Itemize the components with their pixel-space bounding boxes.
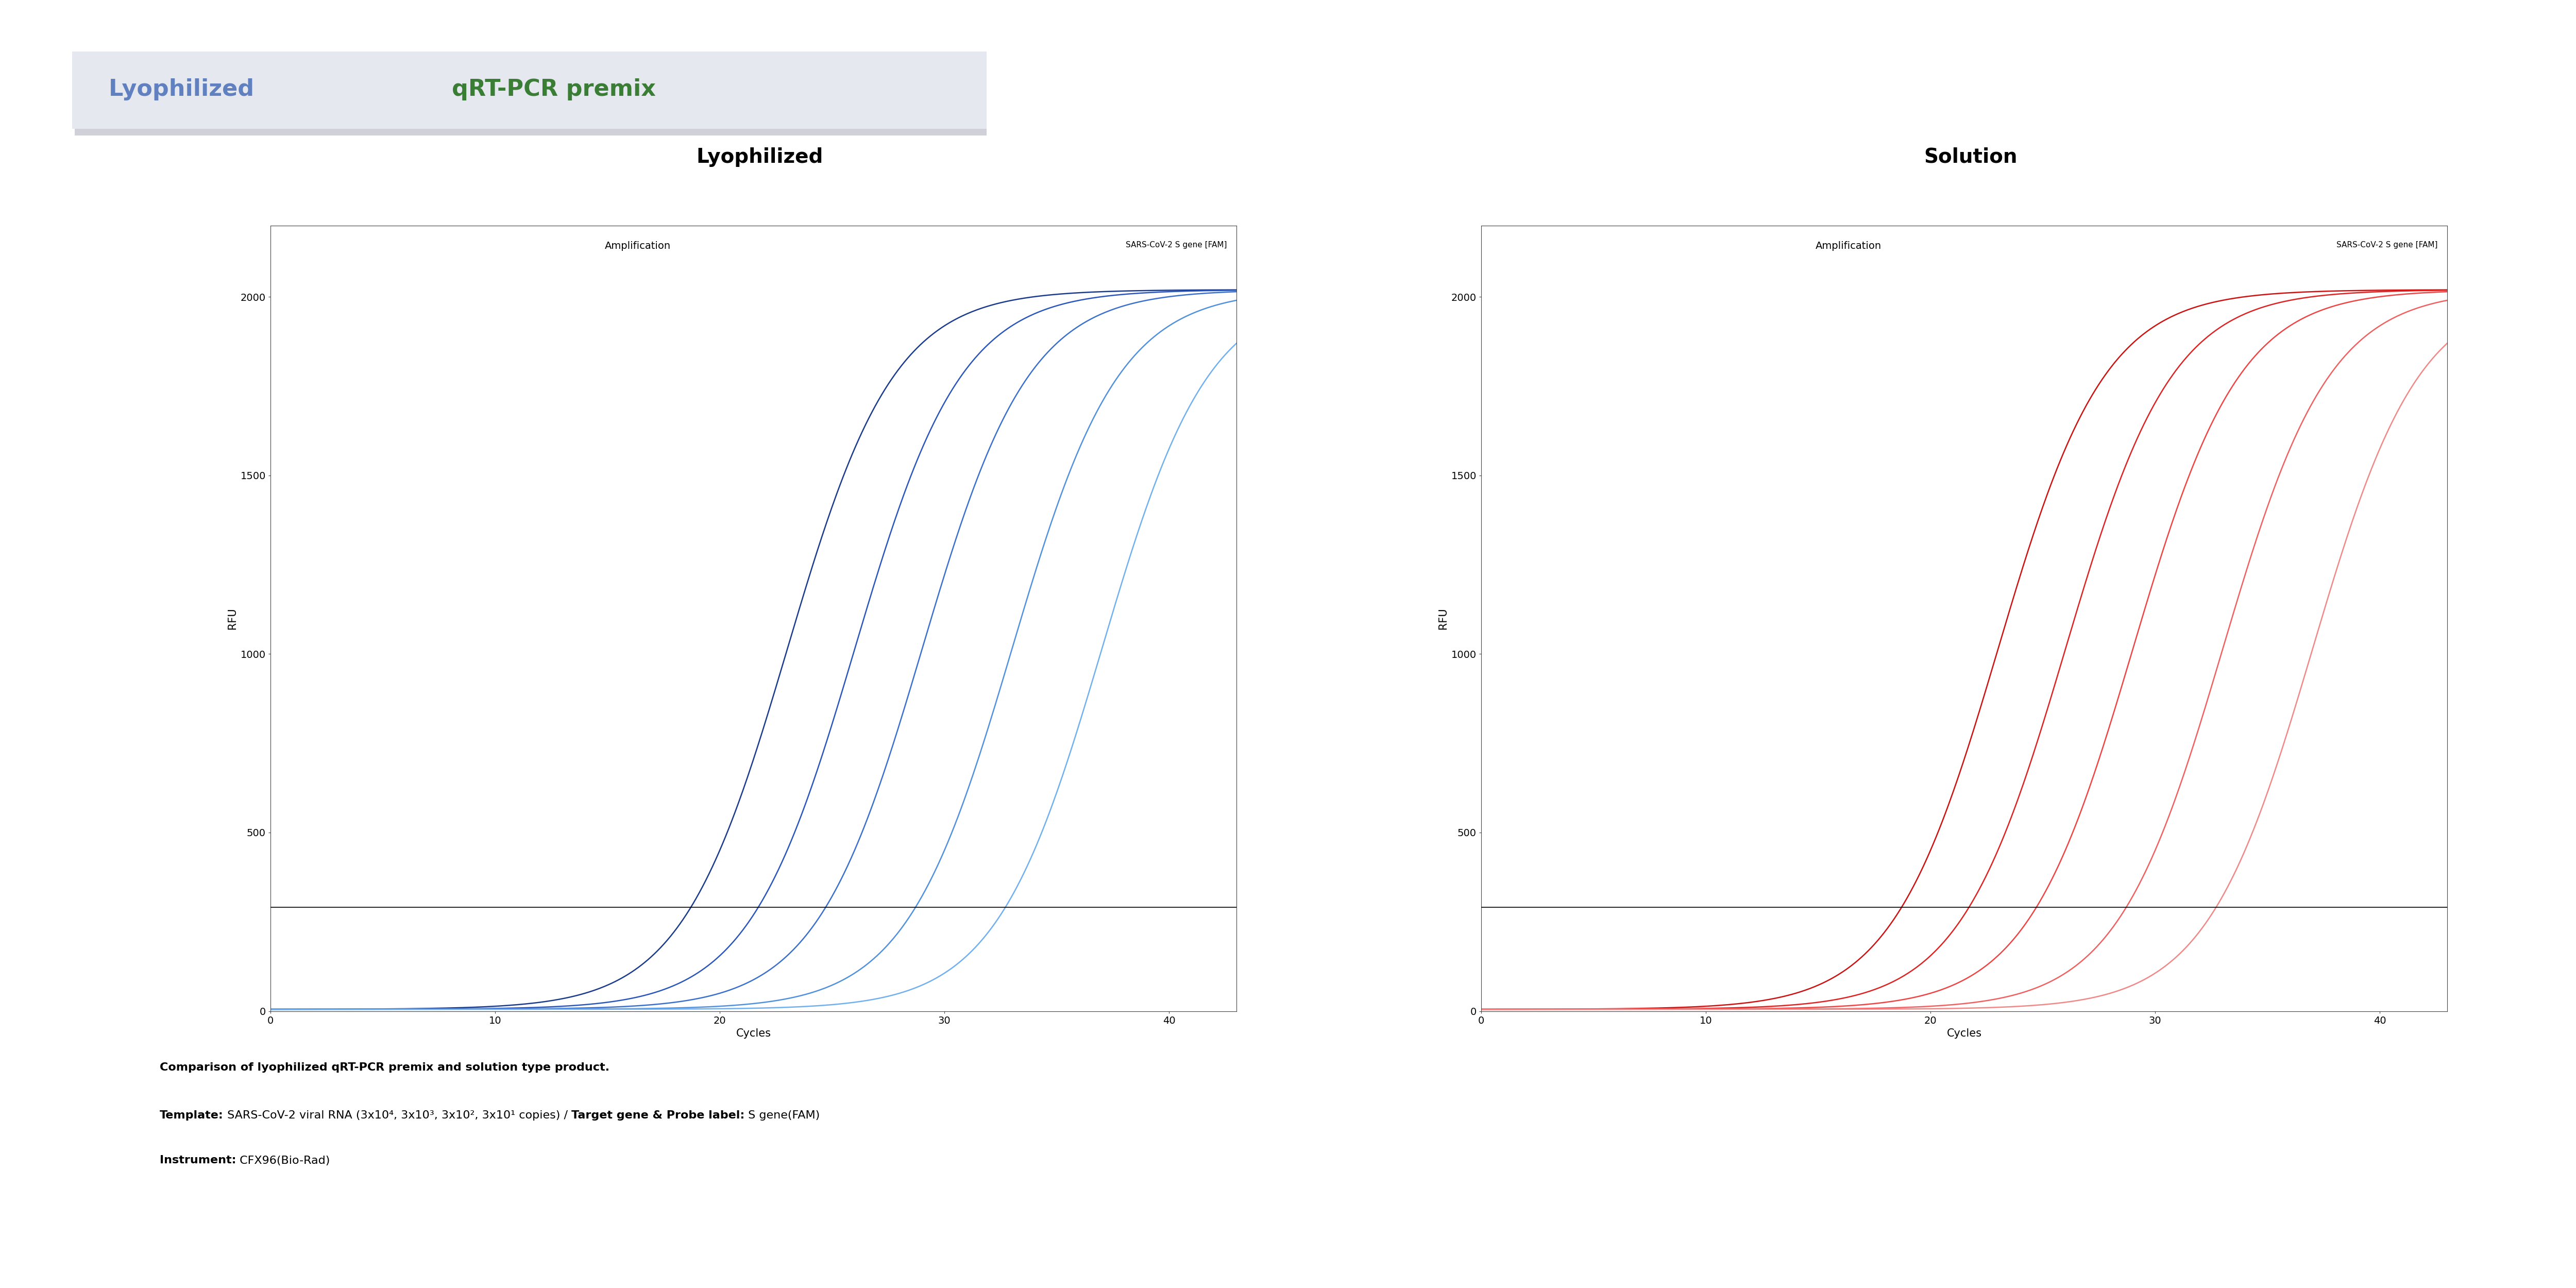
Text: Amplification: Amplification [605,241,670,251]
Text: Instrument:: Instrument: [160,1155,237,1166]
Text: qRT-PCR premix: qRT-PCR premix [451,79,657,100]
FancyBboxPatch shape [72,52,987,129]
FancyBboxPatch shape [75,59,987,139]
X-axis label: Cycles: Cycles [737,1028,770,1038]
Text: Comparison of lyophilized qRT-PCR premix and solution type product.: Comparison of lyophilized qRT-PCR premix… [160,1063,611,1073]
Text: Amplification: Amplification [1816,241,1880,251]
Text: Solution: Solution [1924,147,2017,167]
Text: SARS-CoV-2 S gene [FAM]: SARS-CoV-2 S gene [FAM] [2336,241,2437,249]
Text: CFX96(Bio-Rad): CFX96(Bio-Rad) [237,1155,330,1166]
Text: Lyophilized: Lyophilized [696,147,824,167]
Text: SARS-CoV-2 S gene [FAM]: SARS-CoV-2 S gene [FAM] [1126,241,1226,249]
Text: S gene(FAM): S gene(FAM) [744,1110,819,1121]
Text: Target gene & Probe label:: Target gene & Probe label: [572,1110,744,1121]
Text: Template:: Template: [160,1110,224,1121]
Y-axis label: RFU: RFU [227,608,237,629]
X-axis label: Cycles: Cycles [1947,1028,1981,1038]
Y-axis label: RFU: RFU [1437,608,1448,629]
Text: Lyophilized: Lyophilized [108,79,263,100]
Text: SARS-CoV-2 viral RNA (3x10⁴, 3x10³, 3x10², 3x10¹ copies) /: SARS-CoV-2 viral RNA (3x10⁴, 3x10³, 3x10… [224,1110,572,1121]
